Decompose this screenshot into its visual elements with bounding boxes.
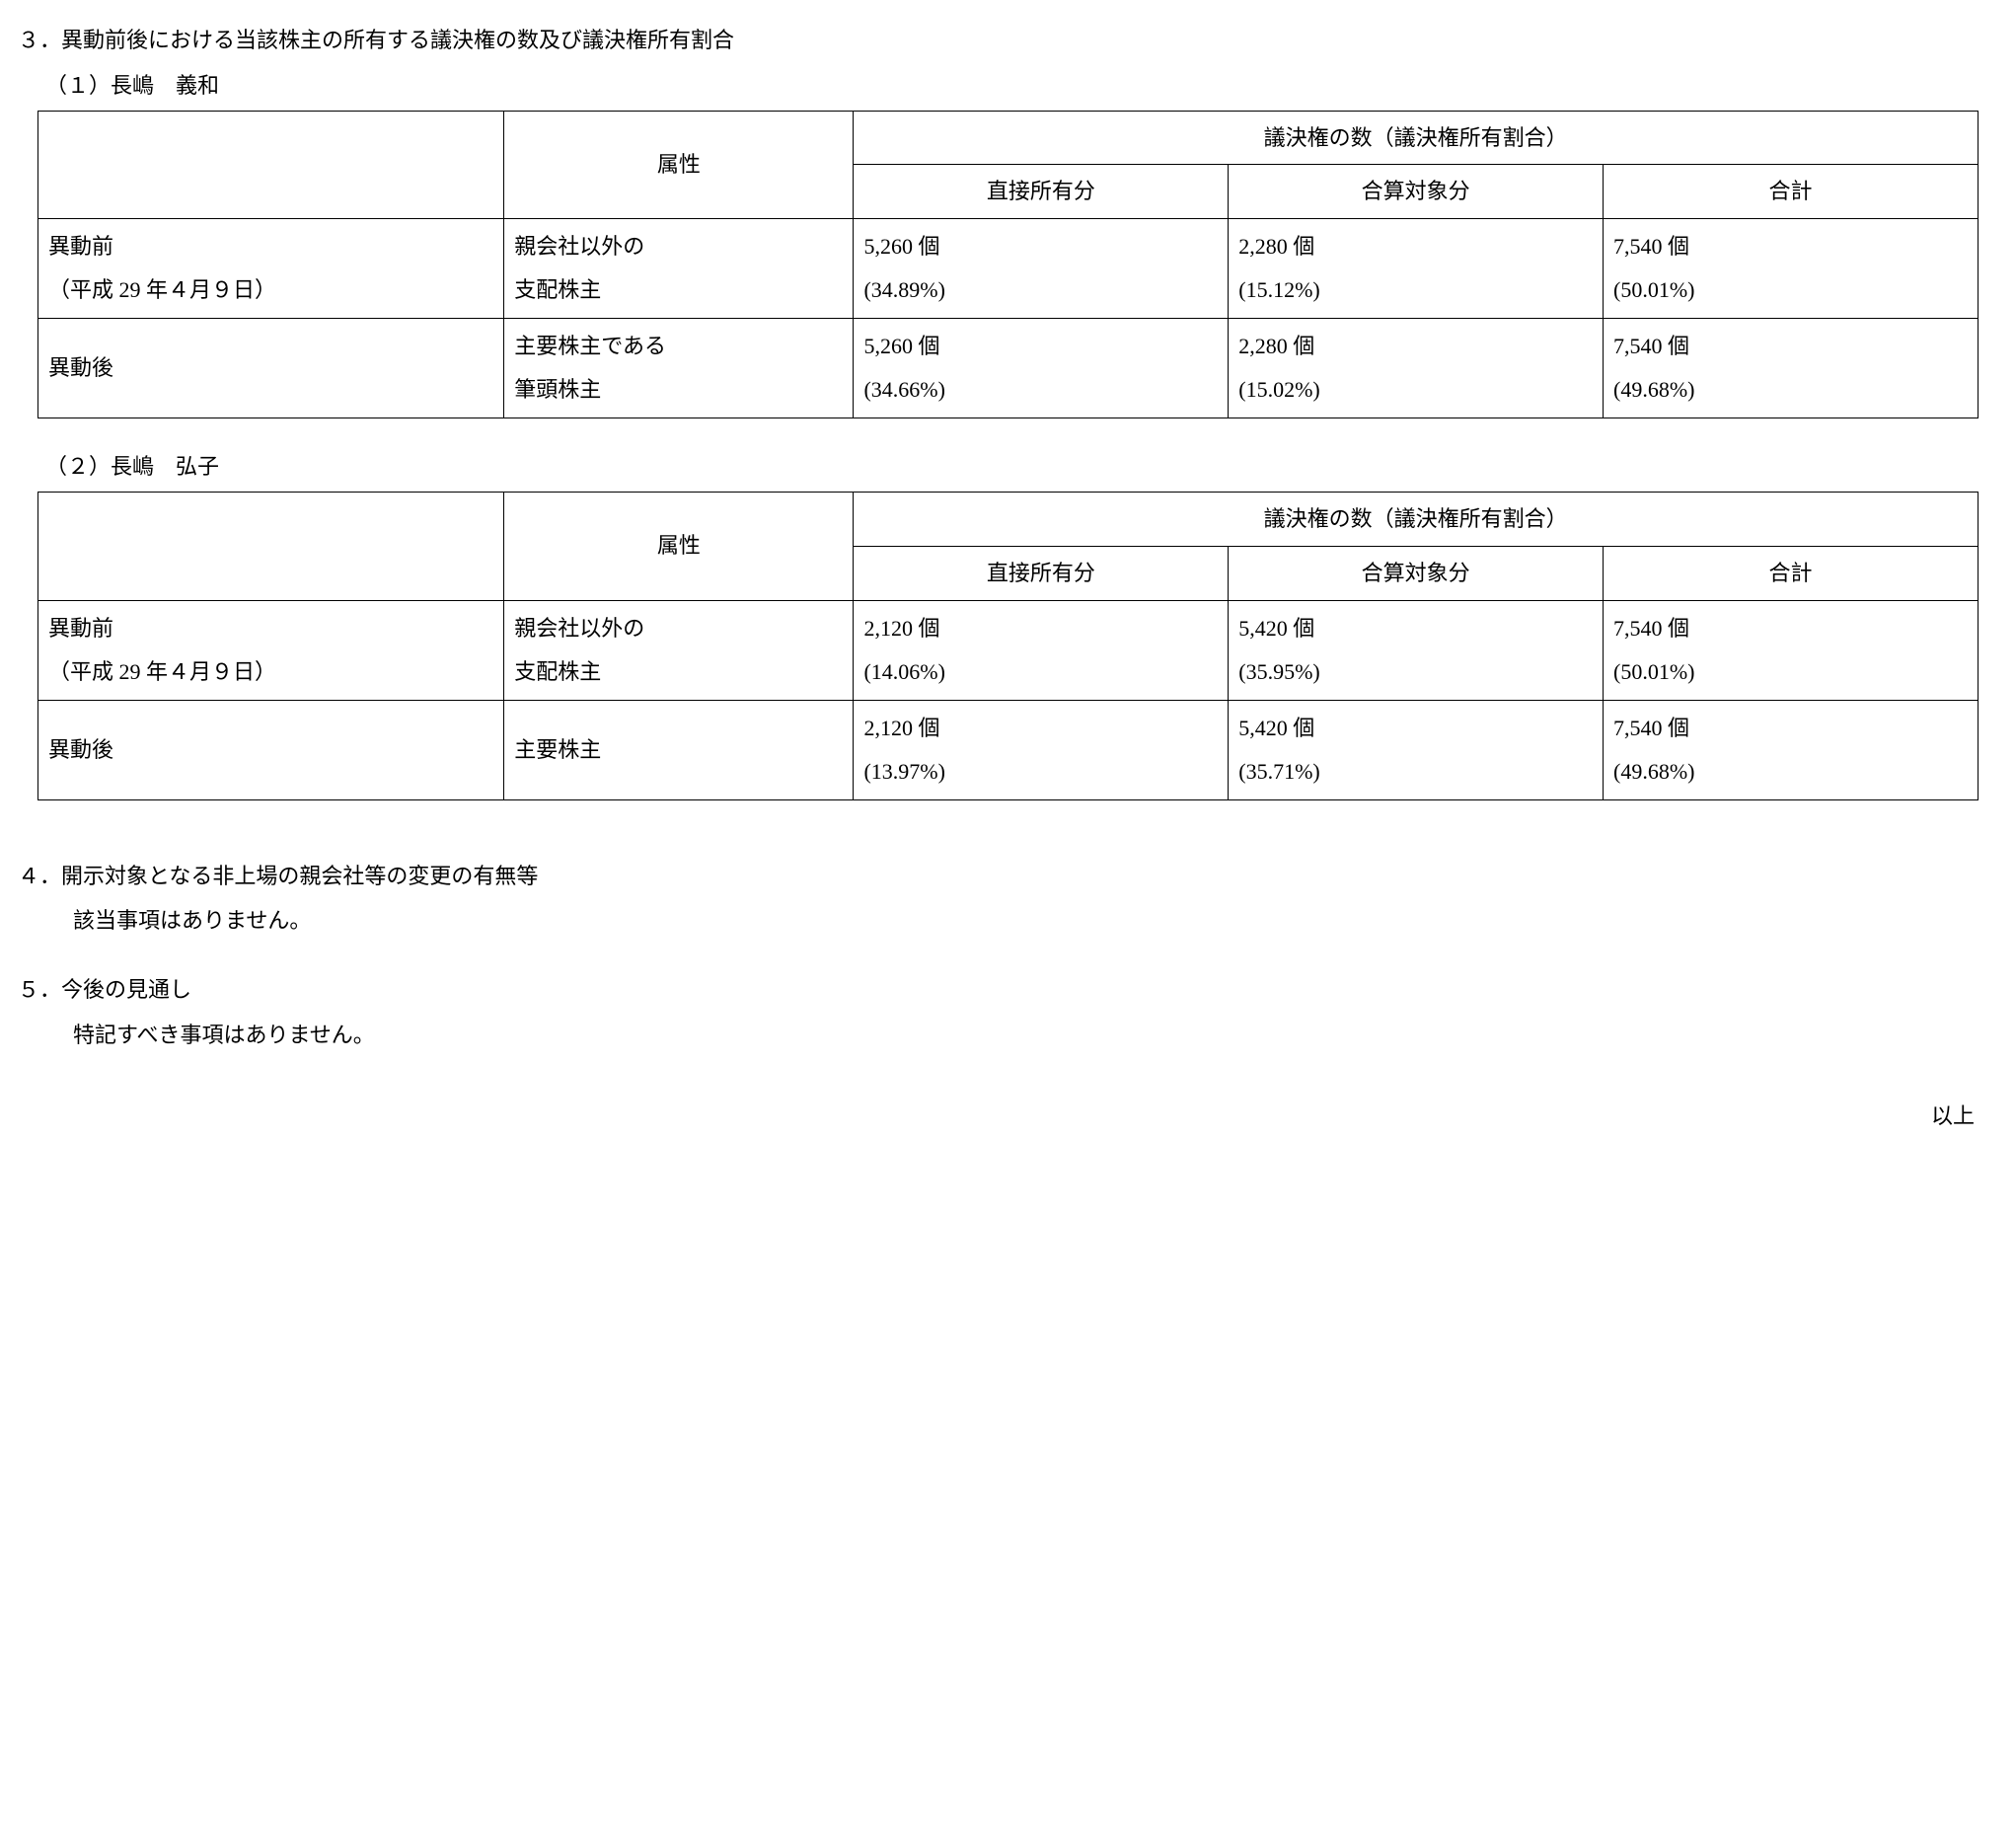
closing-text: 以上: [18, 1096, 1975, 1137]
header-total: 合計: [1604, 546, 1979, 600]
header-blank: [38, 492, 504, 600]
total-line2: (49.68%): [1613, 377, 1694, 402]
combined-line1: 2,280 個: [1238, 234, 1314, 259]
header-attr: 属性: [504, 492, 854, 600]
combined-line2: (15.12%): [1238, 277, 1319, 302]
direct-line1: 2,120 個: [863, 616, 939, 641]
header-direct: 直接所有分: [854, 165, 1229, 219]
combined-line2: (35.71%): [1238, 759, 1319, 784]
combined-line2: (15.02%): [1238, 377, 1319, 402]
table-header-row: 属性 議決権の数（議決権所有割合）: [38, 492, 1979, 546]
row-label: 異動前 （平成 29 年４月９日）: [38, 600, 504, 700]
table-row: 異動後 主要株主 2,120 個 (13.97%) 5,420 個 (35.71…: [38, 700, 1979, 799]
row-direct: 5,260 個 (34.66%): [854, 319, 1229, 418]
label-line1: 異動前: [48, 234, 113, 259]
label-line2: （平成 29 年４月９日）: [48, 659, 276, 684]
row-direct: 2,120 個 (14.06%): [854, 600, 1229, 700]
row-total: 7,540 個 (49.68%): [1604, 319, 1979, 418]
direct-line1: 2,120 個: [863, 716, 939, 740]
row-combined: 2,280 個 (15.02%): [1229, 319, 1604, 418]
attr-line2: 支配株主: [514, 277, 601, 302]
row-total: 7,540 個 (50.01%): [1604, 600, 1979, 700]
row-direct: 2,120 個 (13.97%): [854, 700, 1229, 799]
direct-line2: (34.89%): [863, 277, 944, 302]
header-votes: 議決権の数（議決権所有割合）: [854, 492, 1978, 546]
row-total: 7,540 個 (49.68%): [1604, 700, 1979, 799]
row-label: 異動前 （平成 29 年４月９日）: [38, 219, 504, 319]
direct-line1: 5,260 個: [863, 234, 939, 259]
table2: 属性 議決権の数（議決権所有割合） 直接所有分 合算対象分 合計 異動前 （平成…: [37, 492, 1979, 800]
combined-line1: 5,420 個: [1238, 616, 1314, 641]
table-row: 異動後 主要株主である 筆頭株主 5,260 個 (34.66%) 2,280 …: [38, 319, 1979, 418]
direct-line2: (13.97%): [863, 759, 944, 784]
attr-line1: 主要株主である: [514, 334, 666, 358]
section4-body: 該当事項はありません。: [73, 900, 1998, 942]
row-total: 7,540 個 (50.01%): [1604, 219, 1979, 319]
total-line2: (49.68%): [1613, 759, 1694, 784]
section3-heading: ３．異動前後における当該株主の所有する議決権の数及び議決権所有割合: [18, 20, 1998, 61]
section5-heading: ５．今後の見通し: [18, 969, 1998, 1011]
row-combined: 5,420 個 (35.71%): [1229, 700, 1604, 799]
direct-line2: (34.66%): [863, 377, 944, 402]
direct-line1: 5,260 個: [863, 334, 939, 358]
row-combined: 5,420 個 (35.95%): [1229, 600, 1604, 700]
section3-sub1: （１）長嶋 義和: [45, 65, 1998, 107]
total-line1: 7,540 個: [1613, 234, 1689, 259]
header-attr: 属性: [504, 111, 854, 219]
table1: 属性 議決権の数（議決権所有割合） 直接所有分 合算対象分 合計 異動前 （平成…: [37, 111, 1979, 419]
total-line2: (50.01%): [1613, 277, 1694, 302]
header-votes: 議決権の数（議決権所有割合）: [854, 111, 1978, 165]
attr-line2: 筆頭株主: [514, 377, 601, 402]
row-label: 異動後: [38, 319, 504, 418]
header-combined: 合算対象分: [1229, 165, 1604, 219]
header-blank: [38, 111, 504, 219]
label-line2: （平成 29 年４月９日）: [48, 277, 276, 302]
header-combined: 合算対象分: [1229, 546, 1604, 600]
row-attr: 親会社以外の 支配株主: [504, 219, 854, 319]
row-label: 異動後: [38, 700, 504, 799]
total-line2: (50.01%): [1613, 659, 1694, 684]
attr-line2: 支配株主: [514, 659, 601, 684]
row-attr: 主要株主である 筆頭株主: [504, 319, 854, 418]
total-line1: 7,540 個: [1613, 716, 1689, 740]
combined-line1: 5,420 個: [1238, 716, 1314, 740]
table-header-row: 属性 議決権の数（議決権所有割合）: [38, 111, 1979, 165]
attr-line1: 親会社以外の: [514, 616, 644, 641]
section5-body: 特記すべき事項はありません。: [73, 1015, 1998, 1056]
row-attr: 親会社以外の 支配株主: [504, 600, 854, 700]
direct-line2: (14.06%): [863, 659, 944, 684]
label-line1: 異動前: [48, 616, 113, 641]
row-direct: 5,260 個 (34.89%): [854, 219, 1229, 319]
header-total: 合計: [1604, 165, 1979, 219]
row-combined: 2,280 個 (15.12%): [1229, 219, 1604, 319]
attr-line1: 親会社以外の: [514, 234, 644, 259]
section4-heading: ４．開示対象となる非上場の親会社等の変更の有無等: [18, 856, 1998, 897]
section3-sub2: （２）長嶋 弘子: [45, 446, 1998, 488]
table-row: 異動前 （平成 29 年４月９日） 親会社以外の 支配株主 5,260 個 (3…: [38, 219, 1979, 319]
table-row: 異動前 （平成 29 年４月９日） 親会社以外の 支配株主 2,120 個 (1…: [38, 600, 1979, 700]
total-line1: 7,540 個: [1613, 334, 1689, 358]
combined-line1: 2,280 個: [1238, 334, 1314, 358]
row-attr: 主要株主: [504, 700, 854, 799]
total-line1: 7,540 個: [1613, 616, 1689, 641]
header-direct: 直接所有分: [854, 546, 1229, 600]
combined-line2: (35.95%): [1238, 659, 1319, 684]
